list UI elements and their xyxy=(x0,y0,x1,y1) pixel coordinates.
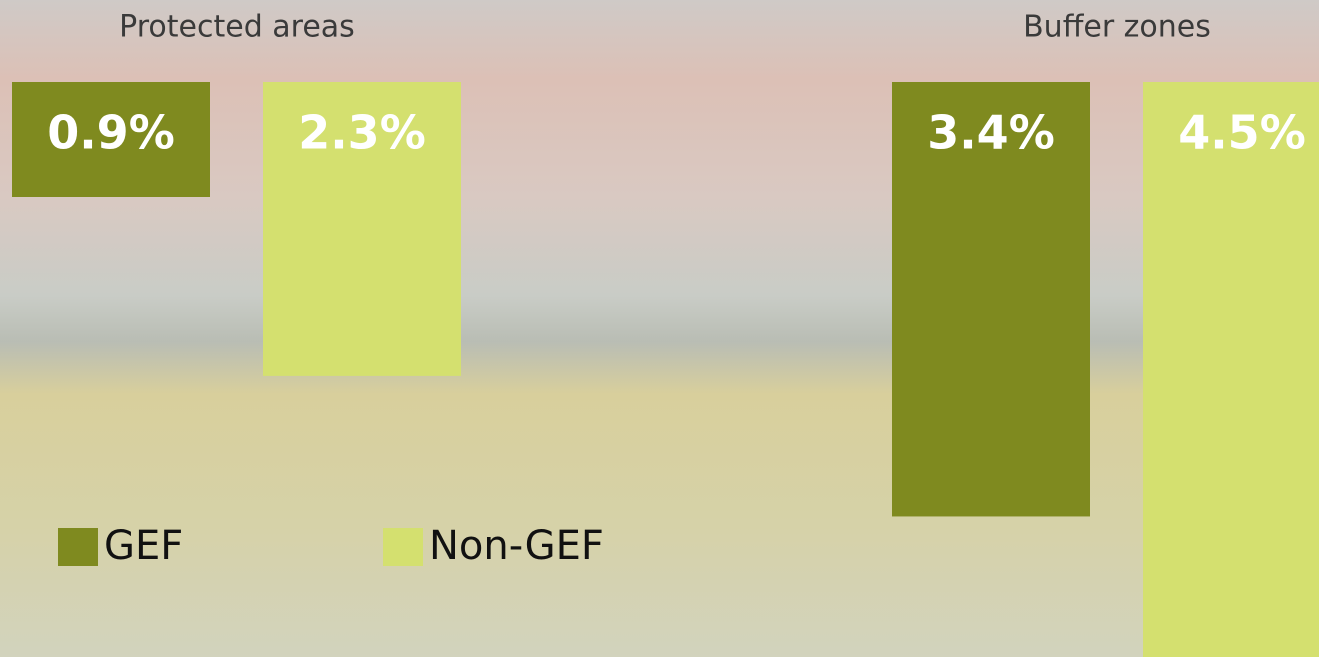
value-label: 4.5% xyxy=(1178,106,1306,160)
legend-label: GEF xyxy=(104,523,183,569)
legend-label: Non-GEF xyxy=(429,523,604,569)
value-label: 0.9% xyxy=(47,106,175,160)
chart: Protected areas 0.9% 2.3% Buffer zones 3.4% 4… xyxy=(0,0,1319,657)
category-label: Buffer zones xyxy=(1023,10,1211,45)
value-label: 3.4% xyxy=(927,106,1055,160)
bar xyxy=(1143,82,1319,657)
legend-swatch xyxy=(383,528,423,566)
category-label: Protected areas xyxy=(119,10,355,45)
legend-swatch xyxy=(58,528,98,566)
value-label: 2.3% xyxy=(298,106,426,160)
